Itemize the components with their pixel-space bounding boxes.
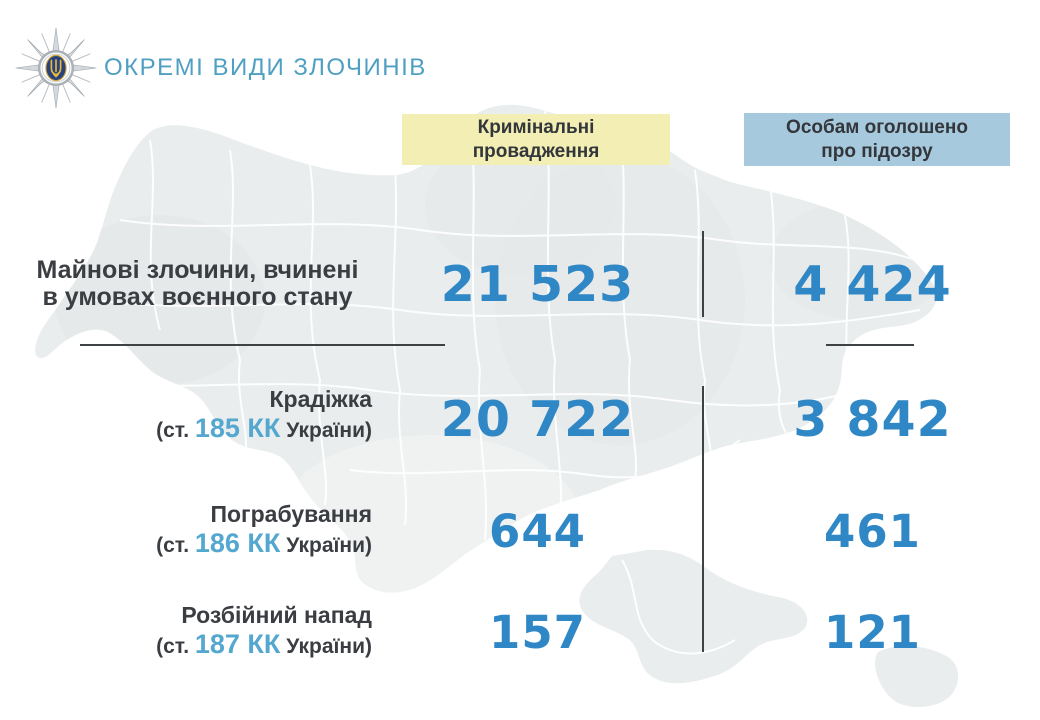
value-proceedings-armed-robbery: 157 (489, 605, 586, 659)
page-title: ОКРЕМІ ВИДИ ЗЛОЧИНІВ (104, 54, 427, 81)
column-header-line: про підозру (821, 140, 933, 162)
value-proceedings-theft: 20 722 (440, 390, 635, 448)
column-header-line: провадження (472, 140, 600, 162)
article-number: 186 КК (194, 528, 281, 558)
column-header-line: Кримінальні (477, 117, 595, 139)
crime-article: (ст. 187 КК України) (156, 629, 372, 659)
row-label-armed-robbery: Розбійний напад (ст. 187 КК України) (15, 602, 372, 662)
divider-horizontal-right (826, 344, 914, 346)
crime-name: Розбійний напад (181, 602, 372, 628)
crime-name: Пограбування (210, 501, 372, 527)
article-number: 185 КК (194, 413, 281, 443)
crime-article: (ст. 185 КК України) (156, 413, 372, 443)
divider-vertical-top (702, 231, 704, 317)
column-header-line: Особам оголошено (786, 117, 968, 139)
value-suspicions-total: 4 424 (793, 255, 952, 313)
trident-icon (50, 59, 62, 78)
value-suspicions-armed-robbery: 121 (824, 605, 921, 659)
column-header-criminal-proceedings: Кримінальні провадження (402, 114, 670, 165)
crime-name: Крадіжка (269, 386, 372, 412)
value-suspicions-robbery: 461 (824, 504, 921, 558)
value-suspicions-theft: 3 842 (793, 390, 952, 448)
row-label-line: Майнові злочини, вчинені (36, 256, 359, 284)
row-label-robbery: Пограбування (ст. 186 КК України) (15, 501, 372, 561)
row-label-property-crimes: Майнові злочини, вчинені в умовах воєнно… (15, 257, 380, 311)
value-proceedings-robbery: 644 (489, 504, 586, 558)
article-number: 187 КК (194, 629, 281, 659)
row-label-line: в умовах воєнного стану (42, 283, 353, 311)
divider-horizontal-left (80, 344, 445, 346)
column-header-suspicion-notices: Особам оголошено про підозру (744, 113, 1010, 166)
divider-vertical-bottom (702, 386, 704, 652)
crime-article: (ст. 186 КК України) (156, 528, 372, 558)
value-proceedings-total: 21 523 (440, 255, 635, 313)
row-label-theft: Крадіжка (ст. 185 КК України) (15, 386, 372, 446)
police-badge-logo (15, 27, 97, 109)
